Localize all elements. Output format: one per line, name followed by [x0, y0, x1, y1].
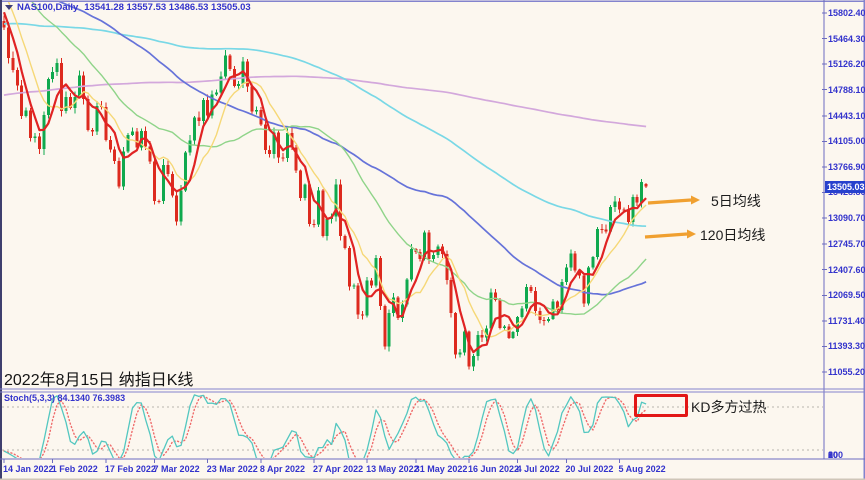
ma5-arrow[interactable] — [647, 195, 700, 205]
kd-annotation-label[interactable]: KD多方过热 — [691, 399, 767, 415]
price-tick-label: 14788.10 — [828, 84, 865, 95]
ma-line-10 — [7, 2, 647, 338]
date-tick-label: 13 May 2022 — [366, 464, 419, 474]
stoch-tick-label: 20 — [828, 450, 839, 460]
ma-line-5 — [2, 11, 647, 354]
date-tick-label: 20 Jul 2022 — [565, 464, 614, 474]
price-axis[interactable]: 15802.40 15464.30 15126.20 14788.10 14443.10… — [825, 0, 865, 459]
kd-overheat-box[interactable] — [634, 394, 688, 417]
date-tick-label: 5 Aug 2022 — [618, 464, 666, 474]
ma120-arrow[interactable] — [644, 229, 696, 239]
stoch-d-line — [3, 394, 647, 458]
ma-line-60 — [58, 2, 647, 296]
date-tick-label: 8 Apr 2022 — [259, 464, 306, 474]
price-tick-label: 12069.50 — [828, 290, 865, 301]
price-tick-label: 14105.00 — [828, 136, 865, 147]
price-tick-label: 11393.30 — [828, 341, 865, 352]
date-tick-label: 31 May 2022 — [414, 464, 468, 474]
price-tick-label: 12745.70 — [828, 239, 865, 250]
time-axis[interactable]: 14 Jan 2022 1 Feb 2022 17 Feb 2022 7 Mar 20… — [0, 461, 865, 480]
current-price-tag: 13505.03 — [825, 181, 865, 193]
date-tick-label: 23 Mar 2022 — [206, 464, 258, 474]
stoch-tick-label: 0 — [828, 450, 834, 460]
date-tick-label: 4 Jul 2022 — [516, 464, 560, 474]
stoch-pane[interactable] — [2, 394, 823, 462]
symbol-timeframe-label: NAS100,Daily — [17, 2, 79, 13]
ma-line-120 — [3, 22, 647, 228]
stoch-k-line — [3, 394, 647, 458]
price-tick-label: 15802.40 — [828, 8, 865, 18]
candlesticks — [2, 15, 648, 371]
ma-line-250 — [3, 75, 647, 128]
date-annotation: 2022年8月15日 纳指日K线 — [4, 372, 194, 389]
price-tick-label: 12407.60 — [828, 264, 865, 275]
price-tick-label: 11055.20 — [828, 366, 865, 377]
main-pane[interactable] — [2, 0, 701, 371]
price-tick-label: 15126.20 — [828, 59, 865, 70]
date-tick-label: 17 Feb 2022 — [104, 464, 156, 474]
date-tick-label: 7 Mar 2022 — [153, 464, 200, 474]
price-tick-label: 15464.30 — [828, 33, 865, 44]
stoch-tick-label: 100 — [828, 450, 844, 460]
date-tick-label: 1 Feb 2022 — [51, 464, 98, 474]
date-tick-label: 16 Jun 2022 — [467, 464, 519, 474]
price-tick-label: 13090.70 — [828, 213, 865, 224]
stoch-indicator-legend: Stoch(5,3,3) 84.1340 76.3983 — [4, 393, 126, 403]
date-tick-label: 27 Apr 2022 — [312, 464, 364, 474]
date-tick-label: 14 Jan 2022 — [3, 464, 54, 474]
chart-legend: NAS100,Daily 13541.28 13557.53 13486.53 … — [5, 2, 251, 13]
symbol-dropdown-icon[interactable] — [5, 5, 13, 10]
current-price-value: 13505.03 — [827, 182, 865, 192]
ma-line-30 — [31, 2, 647, 316]
price-tick-label: 14443.10 — [828, 110, 865, 121]
ma5-annotation-label[interactable]: 5日均线 — [711, 193, 761, 209]
stoch-tick-label: 80 — [828, 450, 839, 460]
price-tick-label: 13766.90 — [828, 161, 865, 172]
ohlc-readout: 13541.28 13557.53 13486.53 13505.03 — [84, 2, 251, 13]
price-tick-label: 11731.40 — [828, 315, 865, 326]
ma120-annotation-label[interactable]: 120日均线 — [700, 227, 766, 243]
stoch-scale-axis[interactable]: 100 80 20 0 — [825, 392, 865, 460]
